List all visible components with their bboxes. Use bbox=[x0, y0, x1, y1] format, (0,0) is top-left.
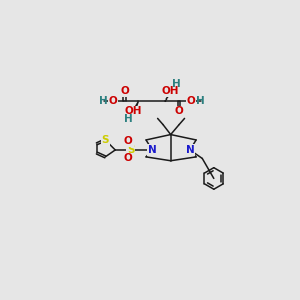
Text: N: N bbox=[186, 145, 194, 155]
Text: H: H bbox=[172, 79, 181, 89]
Text: H: H bbox=[124, 114, 133, 124]
Polygon shape bbox=[165, 100, 166, 101]
Polygon shape bbox=[133, 101, 138, 112]
Text: O: O bbox=[175, 106, 184, 116]
Polygon shape bbox=[167, 96, 168, 98]
Text: S: S bbox=[101, 135, 109, 145]
Polygon shape bbox=[168, 94, 169, 96]
Text: OH: OH bbox=[161, 86, 179, 96]
Polygon shape bbox=[166, 98, 167, 100]
Text: O: O bbox=[120, 86, 129, 96]
Text: O: O bbox=[124, 153, 133, 164]
Polygon shape bbox=[168, 92, 170, 94]
Text: O: O bbox=[109, 96, 117, 106]
Text: S: S bbox=[127, 145, 134, 155]
Text: H: H bbox=[99, 96, 108, 106]
Text: O: O bbox=[124, 136, 133, 146]
Text: H: H bbox=[196, 96, 205, 106]
Text: OH: OH bbox=[125, 106, 142, 116]
Text: N: N bbox=[148, 145, 157, 155]
Text: O: O bbox=[186, 96, 195, 106]
